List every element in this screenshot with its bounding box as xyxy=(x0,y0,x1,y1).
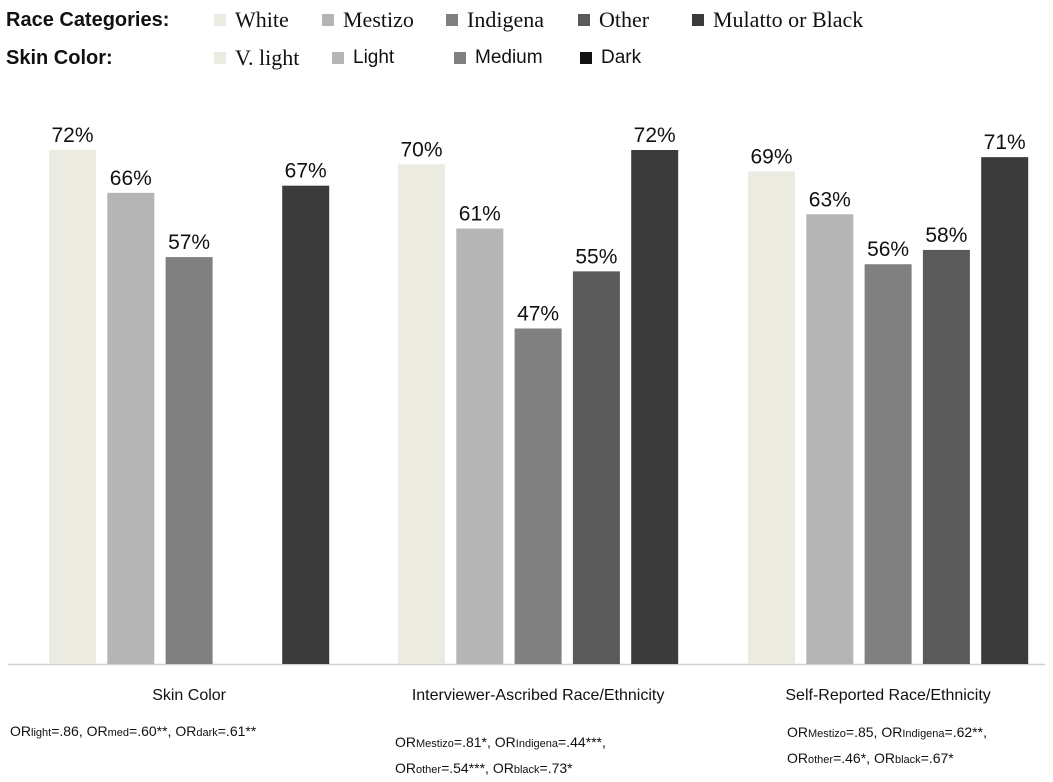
odds-ratio-text: =.85, OR xyxy=(845,724,903,740)
bar-value-label: 72% xyxy=(634,124,676,147)
legend-label: White xyxy=(235,7,289,32)
skin-legend-title: Skin Color: xyxy=(6,46,113,69)
bar xyxy=(922,249,970,664)
legend-item-mulatto-black: Mulatto or Black xyxy=(692,7,863,33)
bar-value-label: 61% xyxy=(459,203,501,226)
bar xyxy=(282,185,330,664)
legend-swatch xyxy=(322,14,334,26)
odds-ratio-subscript: black xyxy=(513,764,540,776)
legend-label: Dark xyxy=(601,47,642,68)
bar xyxy=(981,157,1029,664)
odds-ratio-subscript: other xyxy=(808,754,834,766)
legend-label: Medium xyxy=(475,47,543,68)
note-self-reported: ORMestizo=.85, ORIndigena=.62**, ORother=… xyxy=(787,720,987,772)
legend-swatch xyxy=(446,14,458,26)
odds-ratio-text: =.61** xyxy=(217,723,257,739)
odds-ratio-text: OR xyxy=(10,723,31,739)
odds-ratio-line: ORother=.46*, ORblack=.67* xyxy=(787,746,987,772)
odds-ratio-text: OR xyxy=(395,760,416,776)
bar xyxy=(864,264,912,664)
odds-ratio-subscript: Mestizo xyxy=(416,738,454,750)
odds-ratio-subscript: light xyxy=(31,727,52,739)
legend-swatch xyxy=(580,52,592,64)
legend-swatch xyxy=(332,52,344,64)
legend-label: Light xyxy=(353,47,395,68)
odds-ratio-text: OR xyxy=(395,734,416,750)
category-label: Self-Reported Race/Ethnicity xyxy=(785,687,990,704)
odds-ratio-line: ORlight=.86, ORmed=.60**, ORdark=.61** xyxy=(10,719,256,745)
bar xyxy=(514,328,562,664)
race-legend: Race Categories: White Mestizo Indigena … xyxy=(6,5,863,35)
bar xyxy=(107,192,155,665)
note-skin-color: ORlight=.86, ORmed=.60**, ORdark=.61** xyxy=(10,719,256,745)
odds-ratio-line: ORother=.54***, ORblack=.73* xyxy=(395,756,606,782)
odds-ratio-line: ORMestizo=.85, ORIndigena=.62**, xyxy=(787,720,987,746)
odds-ratio-subscript: dark xyxy=(196,727,218,739)
bar-value-label: 71% xyxy=(984,131,1026,154)
skin-legend: Skin Color: V. light Light Medium Dark xyxy=(6,43,641,73)
odds-ratio-text: =.60**, OR xyxy=(129,723,197,739)
bar xyxy=(49,150,96,664)
legend-swatch xyxy=(692,14,704,26)
bar-value-label: 56% xyxy=(867,238,909,261)
odds-ratio-text: =.46*, OR xyxy=(833,750,895,766)
bar-value-label: 58% xyxy=(925,224,967,247)
odds-ratio-text: =.73* xyxy=(539,760,573,776)
bar xyxy=(572,271,620,664)
note-interviewer-ascribed: ORMestizo=.81*, ORIndigena=.44***, ORothe… xyxy=(395,730,606,782)
legend-label: Other xyxy=(599,7,650,32)
odds-ratio-text: =.44***, xyxy=(558,734,606,750)
odds-ratio-text: =.81*, OR xyxy=(453,734,516,750)
odds-ratio-subscript: med xyxy=(107,727,130,739)
legend-swatch xyxy=(214,14,226,26)
legend-swatch xyxy=(578,14,590,26)
legend-item-mestizo: Mestizo xyxy=(322,7,446,33)
legend-item-vlight: V. light xyxy=(214,45,332,71)
legend-item-medium: Medium xyxy=(454,47,580,69)
bar-value-label: 70% xyxy=(400,138,442,161)
bar-value-label: 66% xyxy=(110,167,152,190)
race-legend-title: Race Categories: xyxy=(6,8,170,31)
legend-label: Indigena xyxy=(467,7,544,32)
odds-ratio-line: ORMestizo=.81*, ORIndigena=.44***, xyxy=(395,730,606,756)
legend-label: V. light xyxy=(235,45,300,70)
bar xyxy=(165,257,213,664)
legend-item-other: Other xyxy=(578,7,692,33)
odds-ratio-subscript: black xyxy=(894,754,921,766)
legend-item-white: White xyxy=(214,7,322,33)
category-label: Skin Color xyxy=(152,687,226,704)
bar-value-label: 57% xyxy=(168,231,210,254)
legend-item-light: Light xyxy=(332,47,454,69)
category-label: Interviewer-Ascribed Race/Ethnicity xyxy=(412,687,665,704)
bar xyxy=(631,150,679,664)
odds-ratio-text: =.54***, OR xyxy=(441,760,514,776)
odds-ratio-subscript: Indigena xyxy=(902,728,945,740)
bar-value-label: 55% xyxy=(575,245,617,268)
odds-ratio-text: OR xyxy=(787,724,808,740)
odds-ratio-subscript: other xyxy=(416,764,442,776)
odds-ratio-subscript: Mestizo xyxy=(808,728,846,740)
odds-ratio-text: =.86, OR xyxy=(51,723,108,739)
bar xyxy=(806,214,854,664)
odds-ratio-text: =.67* xyxy=(920,750,954,766)
odds-ratio-text: =.62**, xyxy=(944,724,987,740)
legend-swatch xyxy=(454,52,466,64)
odds-ratio-subscript: Indigena xyxy=(515,738,558,750)
bar xyxy=(398,164,445,664)
legend-label: Mestizo xyxy=(343,7,414,32)
bar xyxy=(748,171,795,664)
bar-value-label: 67% xyxy=(285,160,327,183)
odds-ratio-text: OR xyxy=(787,750,808,766)
bar-value-label: 72% xyxy=(51,124,93,147)
legend-item-indigena: Indigena xyxy=(446,7,578,33)
legend-swatch xyxy=(214,52,226,64)
legend-item-dark: Dark xyxy=(580,47,641,69)
bar-value-label: 69% xyxy=(750,145,792,168)
legend-label: Mulatto or Black xyxy=(713,7,864,32)
bar-value-label: 63% xyxy=(809,188,851,211)
bar xyxy=(456,228,504,664)
bar-value-label: 47% xyxy=(517,302,559,325)
